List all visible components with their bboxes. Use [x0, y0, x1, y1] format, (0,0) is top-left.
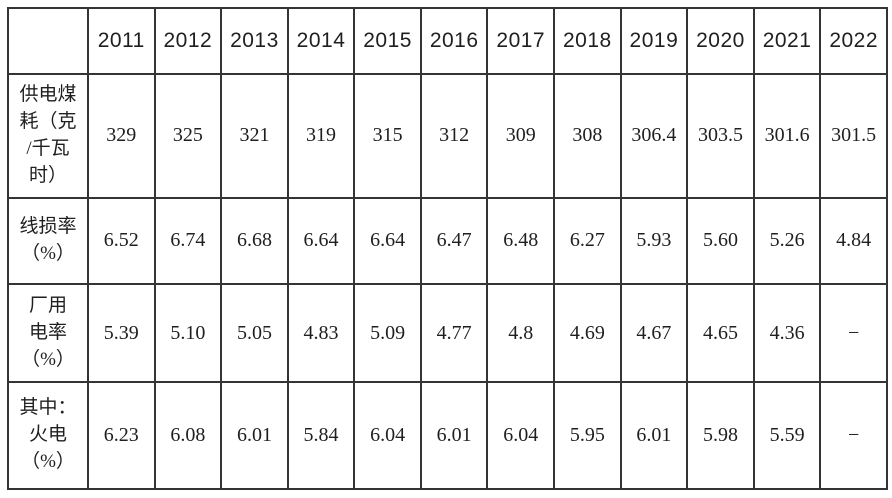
row-label: 供电煤 耗（克 /千瓦 时）	[7, 73, 89, 199]
table-row: 线损率 （%） 6.52 6.74 6.68 6.64 6.64 6.47 6.48 6.27 5…	[7, 196, 888, 286]
value-cell: 319	[286, 73, 356, 199]
value-cell: 6.04	[486, 381, 556, 490]
value-cell: 5.09	[353, 282, 422, 384]
value-cell: 6.01	[419, 381, 489, 490]
year-header: 2017	[486, 7, 556, 75]
value-cell: 6.47	[419, 196, 489, 286]
year-header: 2015	[353, 7, 422, 75]
table-row: 其中： 火电 （%） 6.23 6.08 6.01 5.84 6.04 6.01 6.04 5.…	[7, 381, 888, 490]
value-cell: 315	[353, 73, 422, 199]
row-label: 线损率 （%）	[7, 196, 89, 286]
value-cell: 4.69	[553, 282, 622, 384]
row-label: 厂用 电率 （%）	[7, 282, 89, 384]
value-cell: 6.64	[353, 196, 422, 286]
value-cell: 5.59	[752, 381, 822, 490]
value-cell: 5.95	[553, 381, 622, 490]
value-cell: 5.60	[686, 196, 755, 286]
value-cell: 321	[220, 73, 289, 199]
year-header: 2021	[752, 7, 822, 75]
value-cell: 5.39	[87, 282, 156, 384]
year-header: 2022	[819, 7, 888, 75]
year-header: 2014	[286, 7, 356, 75]
value-cell: 303.5	[686, 73, 755, 199]
value-cell: 4.84	[819, 196, 888, 286]
value-cell: 6.27	[553, 196, 622, 286]
value-cell: 312	[419, 73, 489, 199]
value-cell: 5.98	[686, 381, 755, 490]
table-body: 供电煤 耗（克 /千瓦 时） 329 325 321 319 315 312 309 308 30…	[7, 73, 888, 490]
value-cell: 6.68	[220, 196, 289, 286]
value-cell: 4.77	[419, 282, 489, 384]
row-label: 其中： 火电 （%）	[7, 381, 89, 490]
year-header: 2018	[553, 7, 622, 75]
value-cell: 4.65	[686, 282, 755, 384]
value-cell: −	[819, 282, 888, 384]
value-cell: 6.64	[286, 196, 356, 286]
value-cell: 325	[153, 73, 223, 199]
value-cell: 6.04	[353, 381, 422, 490]
value-cell: 4.83	[286, 282, 356, 384]
value-cell: 4.8	[486, 282, 556, 384]
header-row: 2011 2012 2013 2014 2015 2016 2017 2018 2019 2020…	[7, 7, 888, 75]
value-cell: 5.05	[220, 282, 289, 384]
year-header: 2011	[87, 7, 156, 75]
value-cell: 301.5	[819, 73, 888, 199]
value-cell: 5.10	[153, 282, 223, 384]
value-cell: 6.08	[153, 381, 223, 490]
value-cell: 309	[486, 73, 556, 199]
statistics-table: 2011 2012 2013 2014 2015 2016 2017 2018 2019 2020…	[7, 7, 888, 490]
value-cell: 5.93	[619, 196, 689, 286]
value-cell: −	[819, 381, 888, 490]
value-cell: 306.4	[619, 73, 689, 199]
table-row: 厂用 电率 （%） 5.39 5.10 5.05 4.83 5.09 4.77 4.8 4.69…	[7, 282, 888, 384]
value-cell: 6.48	[486, 196, 556, 286]
value-cell: 4.36	[752, 282, 822, 384]
year-header: 2020	[686, 7, 755, 75]
value-cell: 4.67	[619, 282, 689, 384]
value-cell: 6.74	[153, 196, 223, 286]
year-header: 2012	[153, 7, 223, 75]
value-cell: 301.6	[752, 73, 822, 199]
value-cell: 5.84	[286, 381, 356, 490]
year-header: 2019	[619, 7, 689, 75]
value-cell: 6.01	[619, 381, 689, 490]
year-header: 2016	[419, 7, 489, 75]
value-cell: 308	[553, 73, 622, 199]
value-cell: 6.01	[220, 381, 289, 490]
table-row: 供电煤 耗（克 /千瓦 时） 329 325 321 319 315 312 309 308 30…	[7, 73, 888, 199]
value-cell: 6.52	[87, 196, 156, 286]
year-header: 2013	[220, 7, 289, 75]
corner-cell	[7, 7, 89, 75]
value-cell: 329	[87, 73, 156, 199]
value-cell: 6.23	[87, 381, 156, 490]
value-cell: 5.26	[752, 196, 822, 286]
